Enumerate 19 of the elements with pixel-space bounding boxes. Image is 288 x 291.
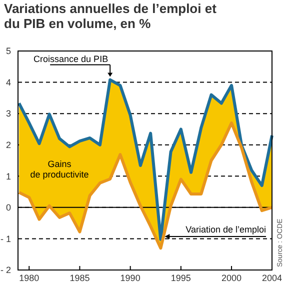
- line-series: [18, 121, 274, 250]
- y-tick-label: 5: [6, 46, 11, 56]
- y-tick-label: - 1: [0, 234, 11, 244]
- annotation: Gains de productivite: [30, 158, 89, 180]
- series-label: Variation de l’emploi: [186, 224, 266, 234]
- y-tick-label: 0: [6, 202, 11, 213]
- y-tick-label: 3: [6, 108, 11, 119]
- x-tick-label: 1990: [120, 273, 140, 283]
- series-label: Croissance du PIB: [34, 54, 108, 64]
- x-tick-label: 1980: [19, 273, 40, 283]
- x-tick-label: 2000: [222, 273, 242, 283]
- y-tick-label: 4: [6, 77, 11, 88]
- chart-title: Variations annuelles de l’emploi et du PIB en volume, en %: [4, 1, 218, 31]
- x-tick-label: 2004: [262, 273, 282, 283]
- x-tick-label: 1995: [170, 273, 191, 283]
- y-tick-label: 1: [6, 171, 11, 182]
- x-tick-label: 1985: [70, 273, 90, 283]
- y-tick-label: - 2: [0, 265, 11, 276]
- y-tick-label: 2: [6, 140, 11, 150]
